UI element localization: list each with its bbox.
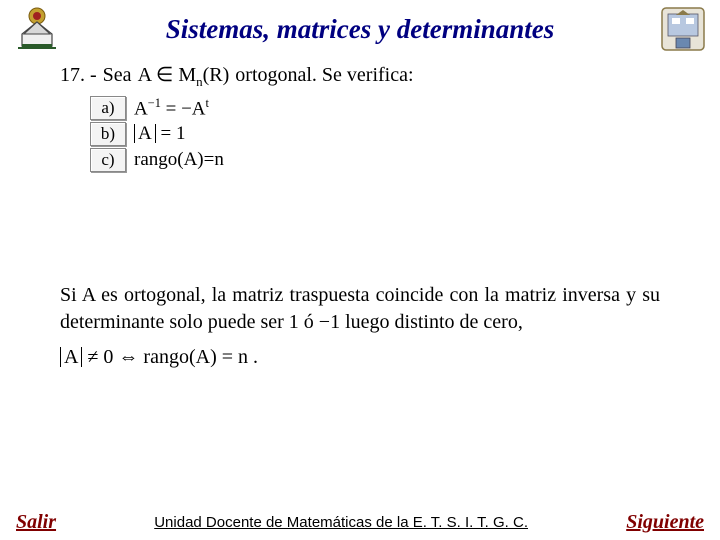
option-row-a: a) A−1 = −At xyxy=(90,96,660,120)
page-title: Sistemas, matrices y determinantes xyxy=(70,14,650,45)
question-block: 17. - Sea A ∈ Mn(R) ortogonal. Se verifi… xyxy=(60,62,660,172)
option-button-b[interactable]: b) xyxy=(90,122,126,146)
question-stem-math: A ∈ Mn(R) xyxy=(138,62,230,90)
solution-text: Si A es ortogonal, la matriz traspuesta … xyxy=(60,282,660,336)
option-row-b: b) A = 1 xyxy=(90,122,660,146)
option-math-b: A = 1 xyxy=(134,123,185,145)
option-row-c: c) rango(A)=n xyxy=(90,148,660,172)
question-stem: 17. - Sea A ∈ Mn(R) ortogonal. Se verifi… xyxy=(60,62,660,90)
question-stem-suffix: ortogonal. Se verifica: xyxy=(235,64,413,87)
option-button-c[interactable]: c) xyxy=(90,148,126,172)
footer-center-text[interactable]: Unidad Docente de Matemáticas de la E. T… xyxy=(56,514,626,531)
solution-block: Si A es ortogonal, la matriz traspuesta … xyxy=(60,282,660,371)
logo-right-icon xyxy=(658,4,708,54)
option-math-a: A−1 = −At xyxy=(134,96,209,120)
option-math-c: rango(A)=n xyxy=(134,149,224,171)
exit-link[interactable]: Salir xyxy=(16,511,56,534)
solution-math: A ≠ 0 ⇔ rango(A) = n . xyxy=(60,344,660,371)
question-number: 17. - xyxy=(60,64,97,87)
header: Sistemas, matrices y determinantes xyxy=(0,0,720,54)
question-stem-prefix: Sea xyxy=(103,64,132,87)
options-area: a) A−1 = −At b) A = 1 c) rango(A)=n xyxy=(90,96,660,172)
footer: Salir Unidad Docente de Matemáticas de l… xyxy=(0,511,720,534)
option-button-a[interactable]: a) xyxy=(90,96,126,120)
logo-left-icon xyxy=(12,4,62,54)
next-link[interactable]: Siguiente xyxy=(626,511,704,534)
